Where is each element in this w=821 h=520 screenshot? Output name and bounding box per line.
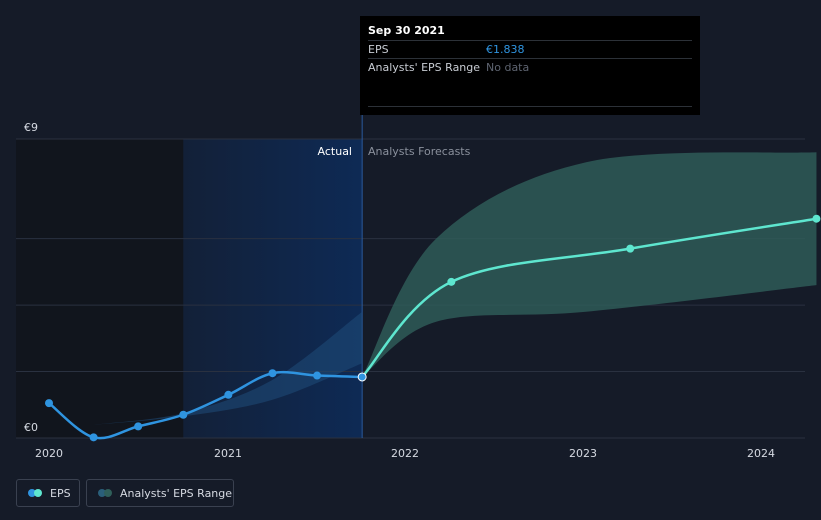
tooltip-eps-label: EPS [368,43,389,56]
legend-eps-label: EPS [50,487,71,500]
eps-forecast-line [361,217,817,378]
range-legend-swatch-icon [98,489,106,497]
eps-forecast-point[interactable] [812,214,821,223]
past-shade [16,139,184,438]
eps-point[interactable] [89,433,98,442]
legend-item-eps[interactable]: EPS [16,479,80,507]
x-tick-label: 2020 [35,447,63,460]
eps-forecast-point[interactable] [447,277,456,286]
tooltip-row-eps: EPS €1.838 [368,40,692,58]
eps-forecast-point[interactable] [626,244,635,253]
data-points [45,214,821,442]
eps-forecast-legend-swatch-icon [34,489,42,497]
tooltip-eps-value: €1.838 [486,43,525,56]
tooltip-date: Sep 30 2021 [368,24,445,37]
legend-range-label: Analysts' EPS Range [120,487,233,500]
forecast-label: Analysts Forecasts [368,145,471,158]
tooltip-row-range: Analysts' EPS Range No data [368,58,692,76]
legend-item-eps-range[interactable]: Analysts' EPS Range [86,479,234,507]
eps-point[interactable] [268,369,277,378]
tooltip-range-label: Analysts' EPS Range [368,61,481,74]
tooltip: Sep 30 2021 EPS €1.838 Analysts' EPS Ran… [360,16,700,115]
eps-point[interactable] [224,390,233,399]
range-forecast-legend-swatch-icon [104,489,112,497]
tooltip-divider [368,106,692,107]
x-tick-label: 2022 [391,447,419,460]
x-axis-ticks: 2020 2021 2022 2023 2024 [35,447,775,460]
eps-point[interactable] [313,371,322,380]
eps-point[interactable] [134,422,143,431]
tooltip-range-value: No data [486,61,530,74]
eps-point[interactable] [357,372,367,382]
eps-point[interactable] [179,410,188,419]
forecast-eps-range-band [362,152,817,377]
eps-legend-swatch-icon [28,489,36,497]
x-tick-label: 2024 [747,447,775,460]
x-tick-label: 2021 [214,447,242,460]
x-tick-label: 2023 [569,447,597,460]
eps-point[interactable] [45,399,53,408]
y-tick-min: €0 [24,421,38,434]
y-tick-max: €9 [24,121,38,134]
past-eps-range-band [93,311,363,425]
actual-label: Actual [318,145,352,158]
